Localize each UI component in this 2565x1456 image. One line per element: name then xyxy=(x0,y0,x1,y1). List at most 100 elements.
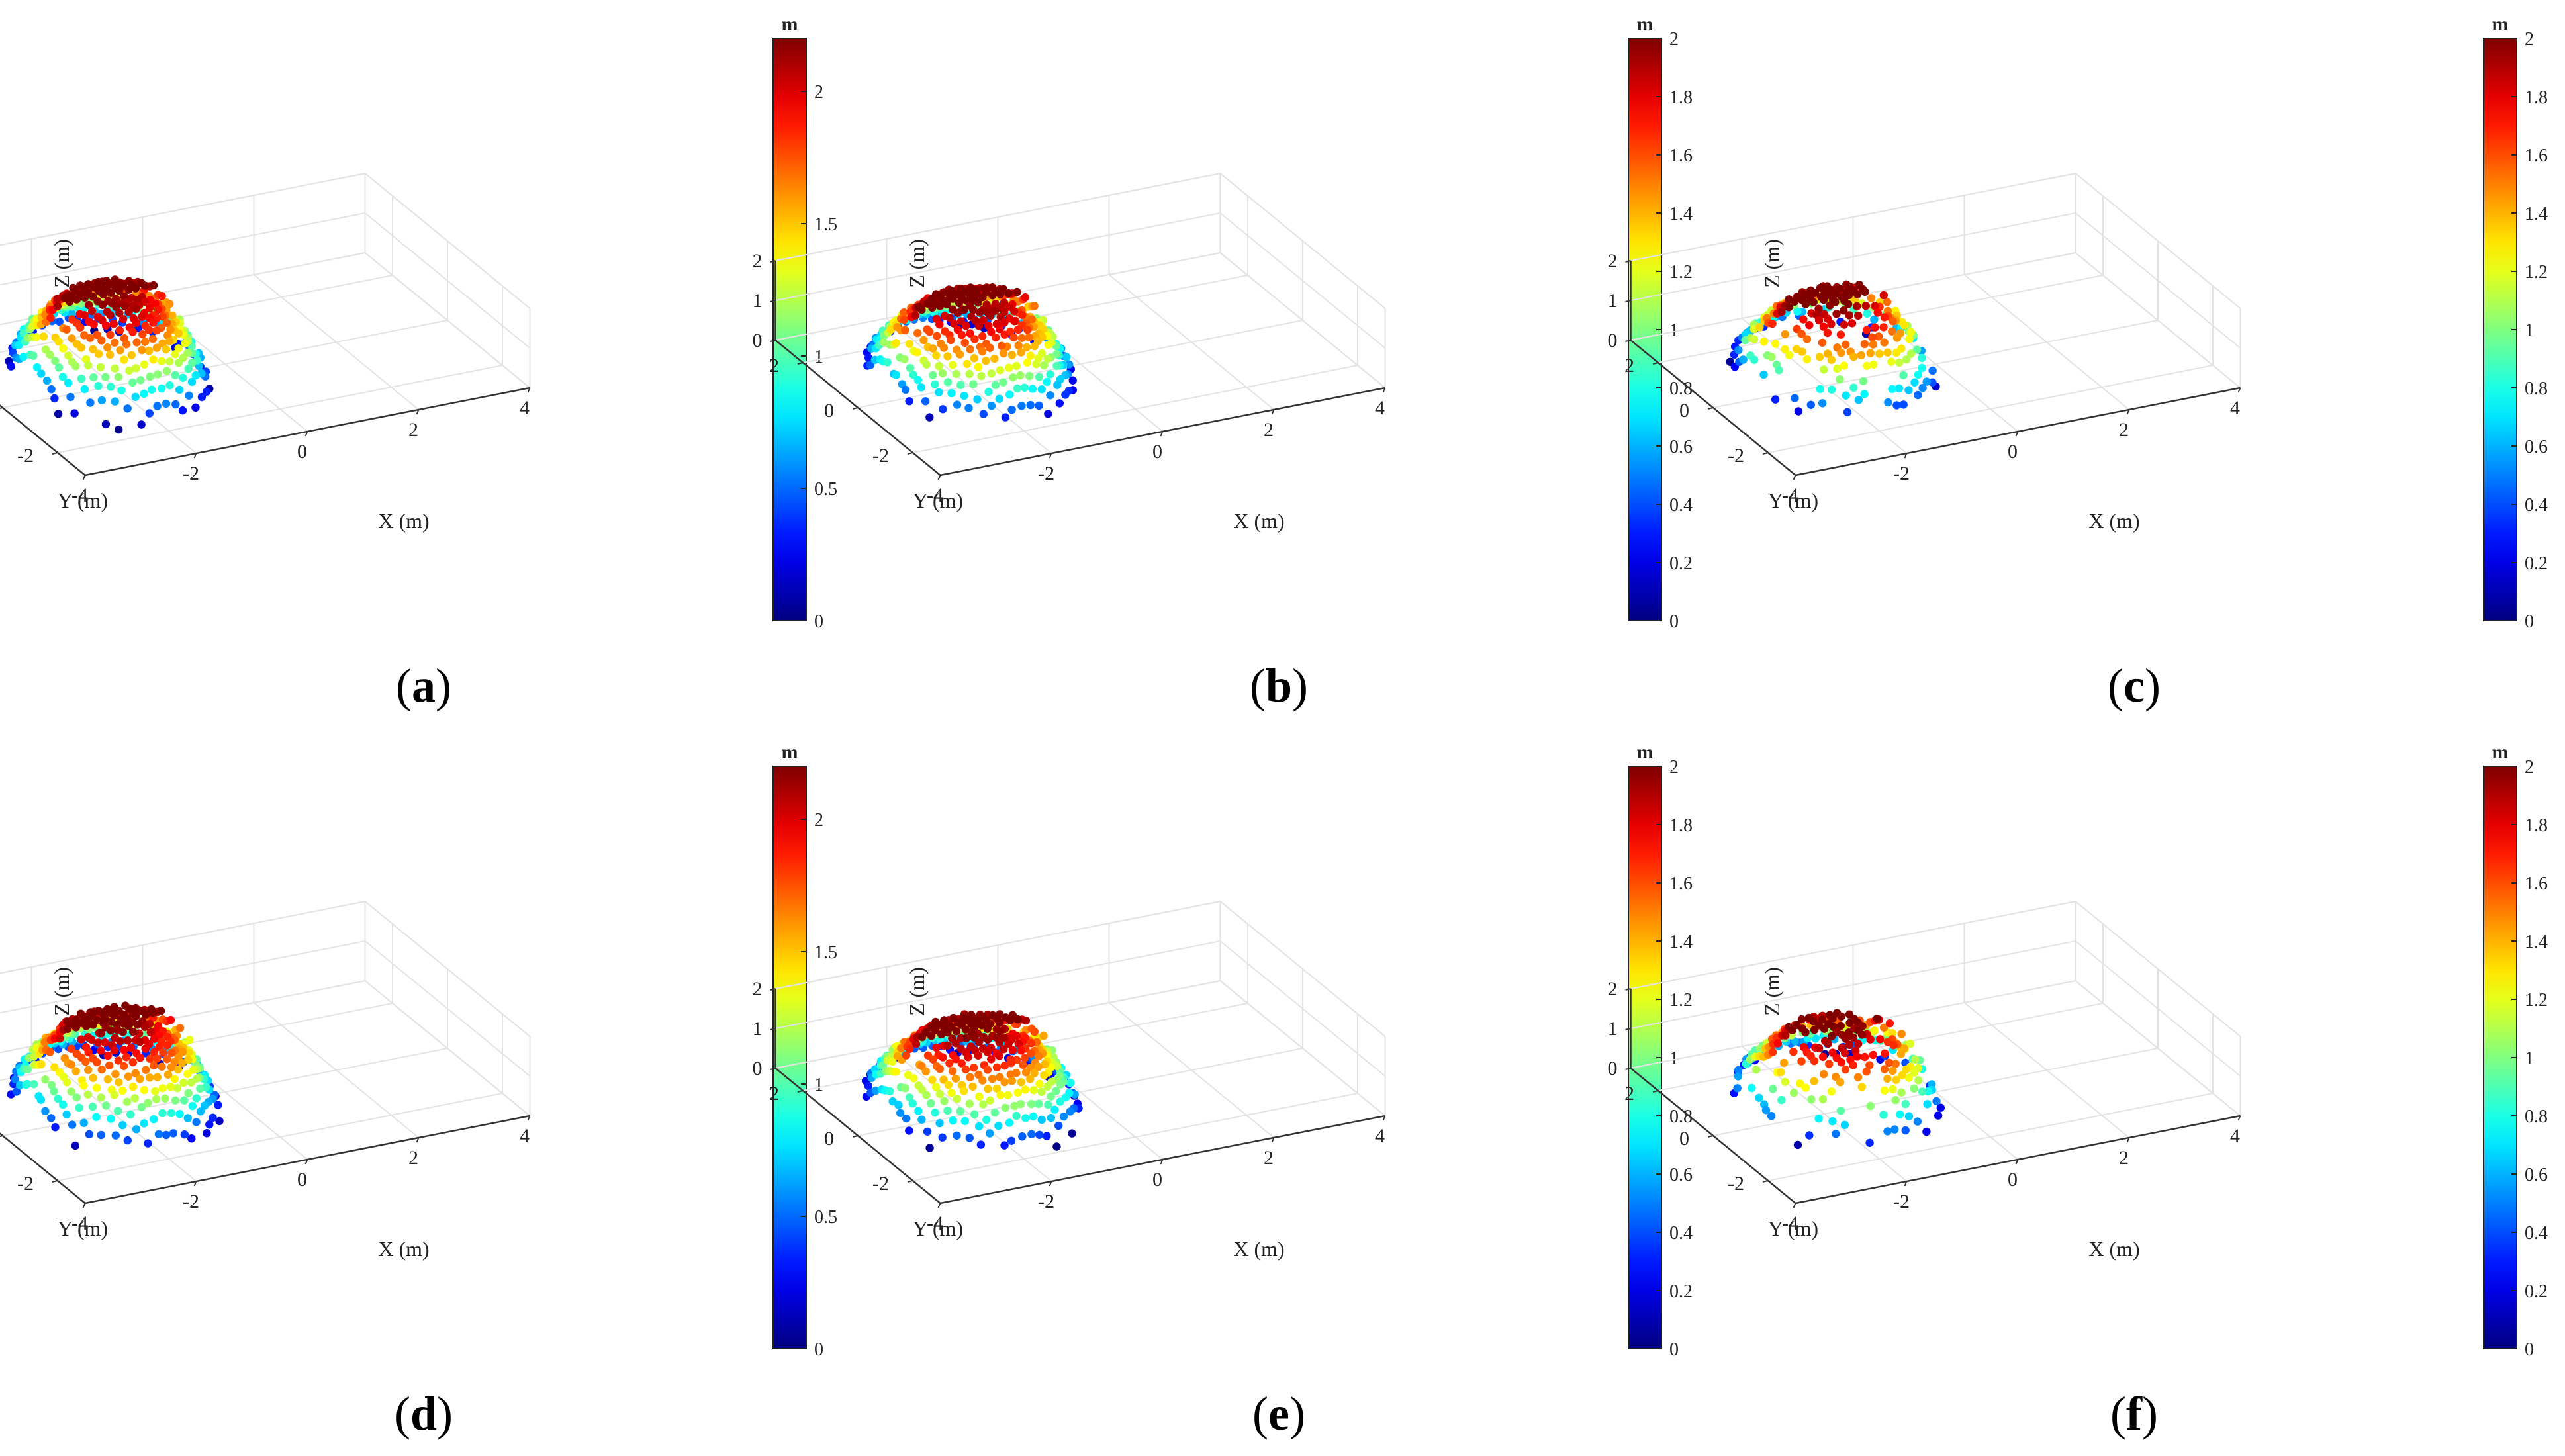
cloud-point xyxy=(999,349,1008,358)
cloud-point xyxy=(123,1136,132,1145)
cloud-point xyxy=(1869,340,1877,349)
cloud-point xyxy=(970,335,979,343)
cloud-point xyxy=(1791,394,1799,402)
cloud-point xyxy=(127,351,136,359)
cloud-point xyxy=(1860,390,1869,398)
x-tick-label: 4 xyxy=(520,1125,530,1147)
cloud-point xyxy=(1918,1087,1926,1096)
cloud-point xyxy=(101,420,111,429)
x-tick-mark xyxy=(1271,1137,1275,1143)
cloud-point xyxy=(1809,298,1818,306)
cloud-point xyxy=(977,371,986,381)
cloud-point xyxy=(1840,1048,1849,1058)
z-tick-label: 0 xyxy=(1608,330,1618,351)
cloud-point xyxy=(136,1054,144,1062)
cloud-point xyxy=(145,409,154,418)
cloud-point xyxy=(50,1063,59,1071)
cloud-point xyxy=(1840,306,1848,315)
colorbar-tick-label: 0 xyxy=(2525,1340,2534,1360)
cloud-point xyxy=(935,302,945,310)
subcaption-a: (a) xyxy=(396,659,451,712)
colorbar-tick-label: 1.5 xyxy=(814,942,837,963)
y-tick-label: -2 xyxy=(1728,1173,1744,1195)
cloud-point xyxy=(184,1056,193,1064)
cloud-point xyxy=(969,306,978,314)
cloud-point xyxy=(1842,391,1850,400)
x-tick-mark xyxy=(1793,1203,1796,1208)
cloud-point xyxy=(144,1139,152,1148)
cloud-point xyxy=(921,1067,930,1076)
colorbar: m 0 0.2 0.4 0.6 0.8 1 1.2 1.4 1.6 1.8 2 xyxy=(2483,13,2548,632)
cloud-point xyxy=(1873,308,1882,317)
cloud-point xyxy=(1889,1085,1897,1094)
colorbar-tick-label: 1 xyxy=(814,347,823,367)
cloud-point xyxy=(1844,300,1853,308)
cloud-point xyxy=(1880,313,1889,322)
cloud-point xyxy=(901,326,909,335)
x-tick-label: -4 xyxy=(1782,484,1798,506)
x-tick-mark xyxy=(304,431,308,437)
cloud-point xyxy=(97,1046,105,1055)
cloud-point xyxy=(1837,1058,1845,1067)
cloud-point xyxy=(1775,366,1783,375)
cloud-point xyxy=(892,339,900,347)
cloud-point xyxy=(169,1129,178,1138)
cloud-point xyxy=(1734,1066,1743,1075)
cloud-point xyxy=(969,1033,978,1042)
cloud-point xyxy=(192,1094,201,1103)
cloud-point xyxy=(116,1037,124,1046)
cloud-point xyxy=(1755,1093,1763,1102)
cloud-point xyxy=(1053,381,1062,389)
cloud-point xyxy=(1843,408,1852,416)
cloud-point xyxy=(1897,1030,1906,1038)
cloud-point xyxy=(47,1081,56,1089)
cloud-point xyxy=(63,1024,72,1033)
cloud-point xyxy=(956,1107,964,1116)
cloud-point xyxy=(158,1084,167,1093)
cloud-point xyxy=(125,366,134,375)
cloud-point xyxy=(97,1093,105,1102)
x-axis-label: X (m) xyxy=(2088,1237,2139,1261)
cloud-point xyxy=(1814,304,1823,313)
cloud-point xyxy=(203,387,211,396)
cloud-point xyxy=(996,325,1004,334)
colorbar-gradient xyxy=(1628,766,1662,1349)
cloud-point xyxy=(1044,1101,1052,1109)
cloud-point xyxy=(1013,287,1021,296)
colorbar-tick-label: 1.6 xyxy=(2525,146,2548,166)
cloud-point xyxy=(147,385,156,394)
cloud-point xyxy=(128,1027,138,1036)
cloud-point xyxy=(150,1048,158,1057)
cloud-point xyxy=(214,1101,222,1109)
y-tick-mark xyxy=(1652,362,1659,365)
colorbar-tick-label: 2 xyxy=(2525,29,2534,50)
cloud-point xyxy=(12,1087,21,1096)
colorbar-tick-label: 1.8 xyxy=(1669,815,1693,836)
cloud-point xyxy=(89,1021,97,1029)
cloud-point xyxy=(1865,1061,1874,1069)
cloud-point xyxy=(864,353,873,362)
cloud-point xyxy=(120,355,128,364)
grid-line xyxy=(57,1093,503,1181)
grid-line xyxy=(1630,212,2076,301)
cloud-point xyxy=(1865,1138,1874,1147)
cloud-point xyxy=(909,371,917,379)
cloud-point xyxy=(864,1081,872,1091)
cloud-point xyxy=(62,325,71,334)
grid-line xyxy=(1767,365,2214,453)
cloud-point xyxy=(110,1046,118,1055)
cloud-point xyxy=(1734,1072,1742,1081)
cloud-point xyxy=(1836,1107,1845,1115)
cloud-point xyxy=(1050,1105,1059,1114)
x-tick-mark xyxy=(82,1203,86,1208)
cloud-point xyxy=(132,304,140,313)
cloud-point xyxy=(94,1038,103,1047)
cloud-point xyxy=(1807,1095,1816,1104)
cloud-point xyxy=(1879,323,1888,332)
cloud-point xyxy=(1904,386,1913,394)
